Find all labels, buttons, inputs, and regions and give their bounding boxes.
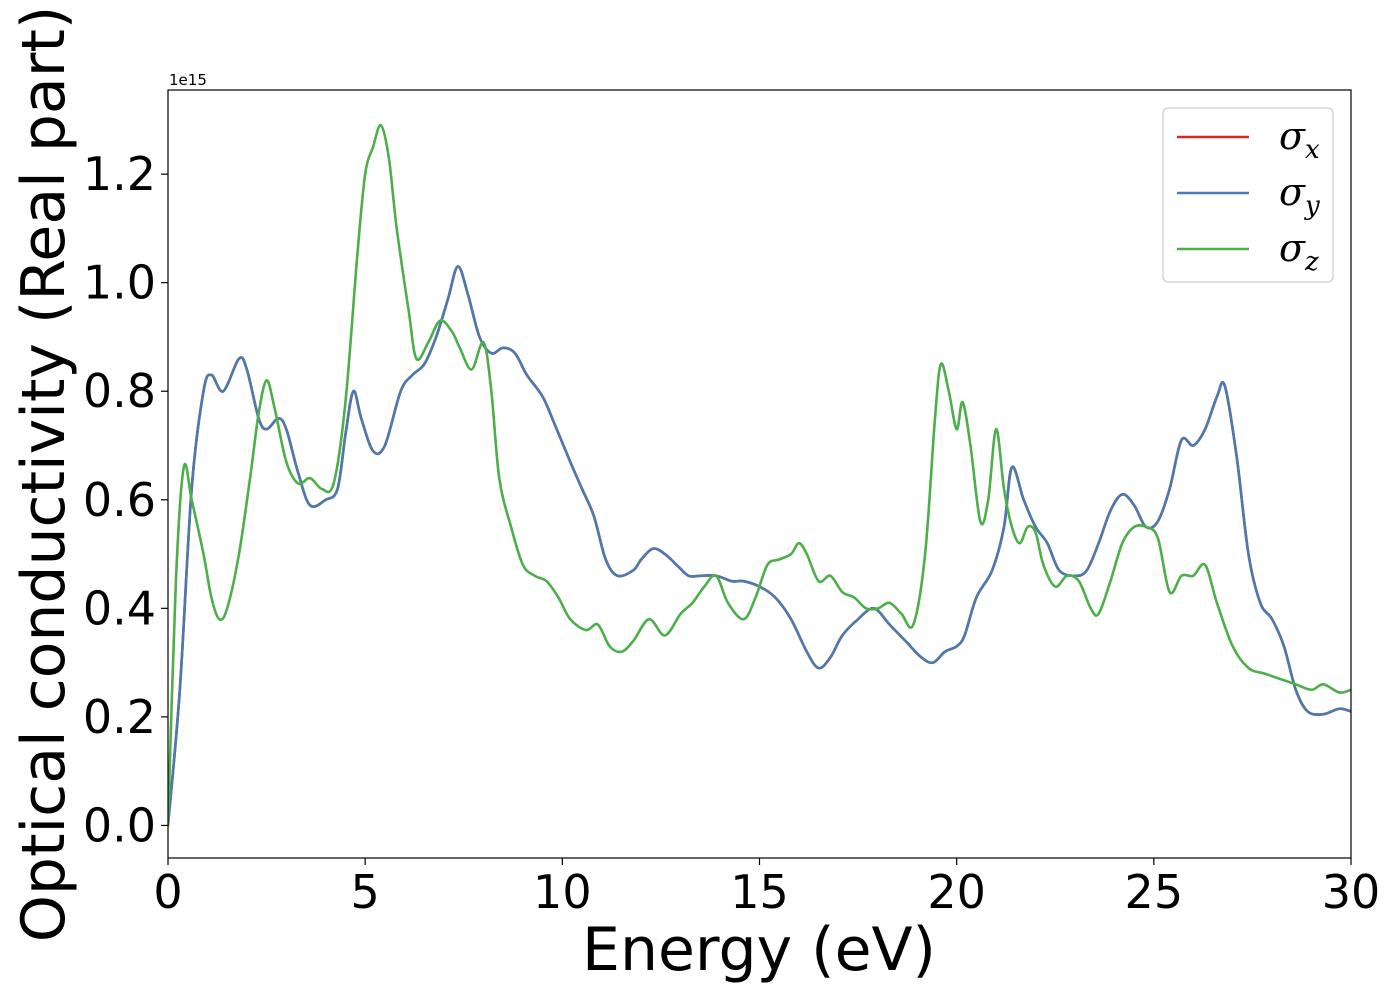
y-axis-label: Optical conductivity (Real part) <box>9 6 79 943</box>
x-tick-label: 0 <box>153 865 182 919</box>
legend-box <box>1162 107 1334 283</box>
legend-subscript: x <box>1305 135 1320 165</box>
y-tick-label: 0.6 <box>83 473 156 527</box>
legend-label-x: σx <box>1279 114 1320 165</box>
series-line-x <box>168 265 1351 827</box>
y-tick-label: 0.8 <box>83 364 156 418</box>
x-tick-label: 25 <box>1125 865 1184 919</box>
legend-subscript: z <box>1304 247 1319 277</box>
legend-symbol: σ <box>1279 170 1306 214</box>
x-tick-label: 5 <box>351 865 380 919</box>
x-tick-label: 15 <box>730 865 789 919</box>
legend-label-y: σy <box>1279 170 1320 221</box>
x-axis-label: Energy (eV) <box>582 915 936 985</box>
legend-label-z: σz <box>1279 226 1319 277</box>
legend-subscript: y <box>1304 191 1320 221</box>
axes-layer: 0 5 10 15 20 25 30 0.0 0.2 0.4 0.6 0.8 1.0 1.2 <box>83 147 1380 919</box>
series-line-z <box>168 123 1351 827</box>
y-tick-label: 1.2 <box>83 147 156 201</box>
y-offset-text: 1e15 <box>169 71 207 89</box>
legend-symbol: σ <box>1279 114 1306 158</box>
plot-frame <box>167 89 1352 859</box>
x-tick-label: 10 <box>533 865 592 919</box>
y-tick-label: 0.4 <box>83 581 156 635</box>
y-tick-label: 0.0 <box>83 798 156 852</box>
series-layer <box>168 123 1351 827</box>
y-tick-label: 0.2 <box>83 690 156 744</box>
legend-symbol: σ <box>1279 226 1306 270</box>
x-tick-label: 30 <box>1322 865 1381 919</box>
x-tick-label: 20 <box>927 865 986 919</box>
series-line-y <box>168 265 1351 827</box>
y-tick-label: 1.0 <box>83 256 156 310</box>
